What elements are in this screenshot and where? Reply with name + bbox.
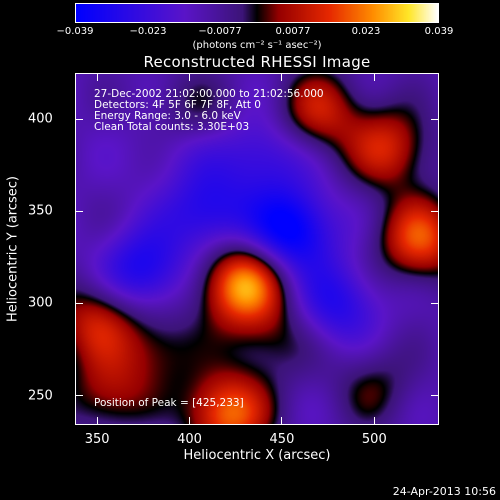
timestamp: 24-Apr-2013 10:56: [392, 485, 496, 498]
y-tick-mark: [76, 118, 83, 120]
y-tick-mark: [76, 210, 83, 212]
colorbar-tick-label: 0.0077: [275, 26, 311, 37]
y-tick-mark: [431, 118, 438, 120]
x-tick-mark: [189, 74, 191, 81]
x-tick-mark: [373, 74, 375, 81]
annotation-detectors: Detectors: 4F 5F 6F 7F 8F, Att 0: [94, 99, 261, 111]
colorbar-tick-label: 0.023: [351, 26, 381, 37]
annotation-peak-position: Position of Peak = [425,233]: [94, 397, 244, 409]
x-axis-label: Heliocentric X (arcsec): [183, 448, 331, 463]
annotation-time-range: 27-Dec-2002 21:02:00.000 to 21:02:56.000: [94, 88, 324, 100]
y-tick-label: 350: [28, 203, 53, 219]
y-tick-mark: [431, 302, 438, 304]
y-tick-mark: [76, 302, 83, 304]
y-tick-mark: [431, 210, 438, 212]
annotation-energy-range: Energy Range: 3.0 - 6.0 keV: [94, 110, 241, 122]
y-tick-label: 250: [28, 388, 53, 403]
x-tick-mark: [96, 417, 98, 424]
y-axis-label: Heliocentric Y (arcsec): [5, 176, 21, 322]
x-tick-mark: [189, 417, 191, 424]
x-tick-label: 350: [84, 432, 110, 447]
x-tick-label: 400: [177, 432, 202, 447]
chart-title: Reconstructed RHESSI Image: [143, 53, 371, 71]
annotation-clean-counts: Clean Total counts: 3.30E+03: [94, 121, 250, 133]
x-tick-mark: [96, 74, 98, 81]
y-tick-mark: [76, 395, 83, 396]
heatmap-image: [76, 74, 438, 424]
x-tick-label: 500: [361, 432, 387, 447]
x-tick-mark: [281, 417, 283, 424]
colorbar-tick-label: 0.039: [424, 26, 454, 37]
plot-area: 27-Dec-2002 21:02:00.000 to 21:02:56.000…: [75, 73, 439, 425]
colorbar-tick-label: −0.039: [56, 26, 94, 37]
x-tick-mark: [373, 417, 375, 424]
y-tick-label: 300: [28, 295, 53, 311]
colorbar: [75, 3, 439, 23]
y-tick-label: 400: [28, 111, 53, 127]
x-tick-label: 450: [269, 432, 295, 447]
colorbar-tick-label: −0.0077: [198, 26, 242, 37]
colorbar-units: (photons cm⁻² s⁻¹ asec⁻²): [192, 40, 322, 51]
colorbar-tick-label: −0.023: [129, 26, 167, 37]
y-tick-mark: [431, 395, 438, 396]
x-tick-mark: [281, 74, 283, 81]
